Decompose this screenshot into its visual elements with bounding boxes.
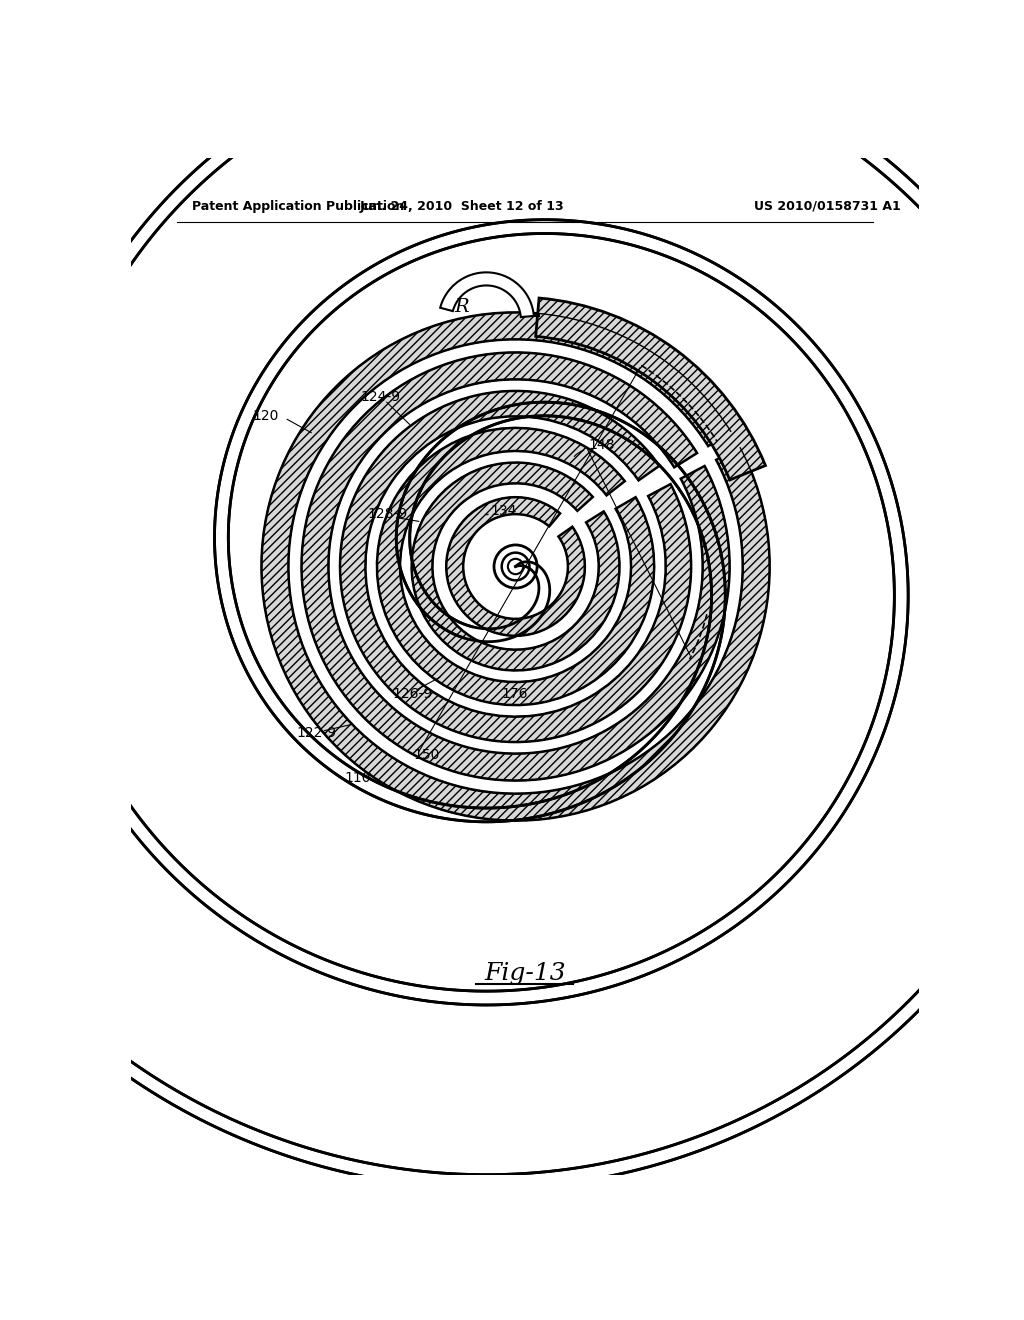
Text: R: R (455, 298, 469, 315)
Text: 110: 110 (345, 771, 371, 785)
Text: 134: 134 (490, 504, 517, 517)
Text: 148: 148 (588, 438, 614, 451)
Text: Fig-13: Fig-13 (484, 961, 565, 985)
Text: US 2010/0158731 A1: US 2010/0158731 A1 (755, 199, 901, 213)
Wedge shape (412, 462, 620, 671)
Text: 124-9: 124-9 (360, 391, 400, 404)
Text: 176: 176 (502, 686, 528, 701)
Wedge shape (340, 391, 691, 742)
Text: Patent Application Publication: Patent Application Publication (193, 199, 404, 213)
Text: 126-9: 126-9 (392, 686, 432, 701)
Text: 122-9: 122-9 (296, 726, 336, 739)
Wedge shape (536, 298, 765, 480)
Wedge shape (301, 352, 730, 780)
Text: Jun. 24, 2010  Sheet 12 of 13: Jun. 24, 2010 Sheet 12 of 13 (359, 199, 564, 213)
Text: 150: 150 (414, 748, 440, 762)
Wedge shape (261, 313, 770, 821)
Text: 128-9: 128-9 (368, 507, 408, 521)
Polygon shape (440, 272, 540, 317)
Wedge shape (446, 498, 585, 636)
Text: 120: 120 (253, 409, 280, 424)
Wedge shape (377, 428, 654, 705)
